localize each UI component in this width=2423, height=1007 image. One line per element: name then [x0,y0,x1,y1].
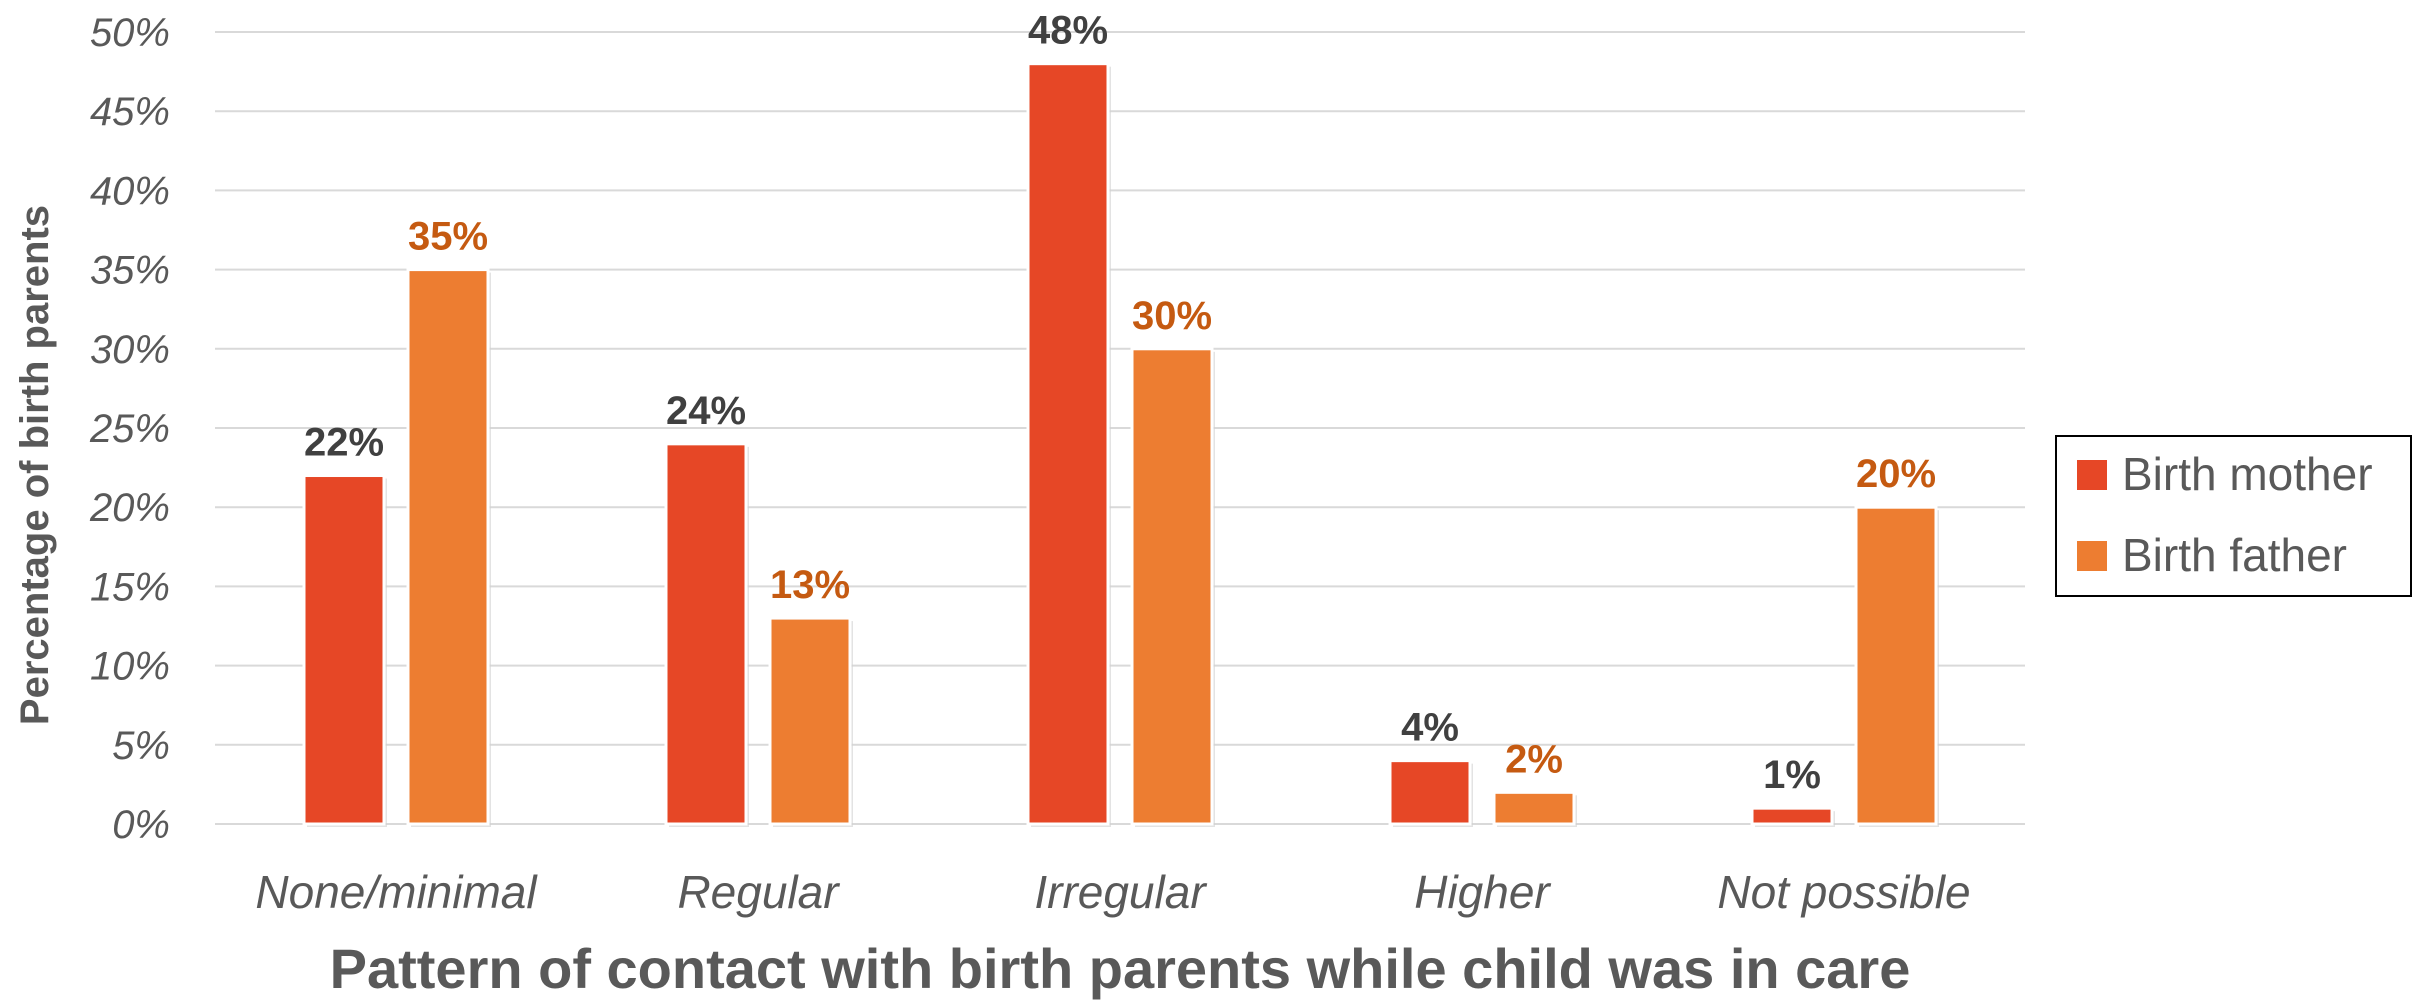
data-label: 30% [1132,294,1212,338]
y-tick-label: 15% [90,565,170,609]
legend-swatch [2077,460,2107,490]
legend-box [2055,435,2412,597]
x-category-label: Higher [1414,866,1551,918]
bar [664,442,748,826]
legend-items: Birth mother Birth father [2077,448,2373,581]
x-category-label: Regular [677,866,840,918]
x-category-label: Not possible [1717,866,1970,918]
y-tick-label: 35% [90,249,170,293]
x-category-label: None/minimal [255,866,538,918]
data-label: 13% [770,563,850,607]
y-tick-label: 5% [112,724,170,768]
data-label: 24% [666,389,746,433]
bar [302,474,386,826]
y-tick-label: 50% [90,11,170,55]
data-labels: 22% 35% 24% 13% 48% 30% 4% 2% 1% 20% [304,9,1936,797]
y-tick-label: 40% [90,169,170,213]
y-axis-title: Percentage of birth parents [13,205,57,725]
data-label: 1% [1763,753,1821,797]
y-axis-ticks: 0% 5% 10% 15% 20% 25% 30% 35% 40% 45% 50% [89,11,170,847]
data-label: 2% [1505,737,1563,781]
bar [1388,759,1472,826]
gridlines [215,31,2025,825]
y-tick-label: 25% [89,407,170,451]
data-label: 20% [1856,452,1936,496]
legend-label: Birth father [2122,529,2347,581]
bars [302,62,1939,828]
legend-label: Birth mother [2122,448,2373,500]
bar [1854,505,1938,826]
y-tick-label: 10% [90,645,170,689]
y-tick-label: 0% [112,803,170,847]
x-axis-categories: None/minimal Regular Irregular Higher Not po… [255,866,1970,918]
data-label: 4% [1401,706,1459,750]
bar [406,268,490,826]
legend: Birth mother Birth father [2055,435,2412,597]
bar [1130,347,1214,826]
x-category-label: Irregular [1034,866,1207,918]
x-axis-title: Pattern of contact with birth parents wh… [330,937,1911,1000]
y-tick-label: 45% [90,90,170,134]
bar [1026,62,1110,826]
data-label: 35% [408,215,488,259]
data-label: 22% [304,421,384,465]
y-tick-label: 20% [89,486,170,530]
legend-swatch [2077,541,2107,571]
bar [1750,806,1834,826]
data-label: 48% [1028,9,1108,53]
bar [768,616,852,826]
bar [1492,790,1576,826]
y-tick-label: 30% [90,328,170,372]
